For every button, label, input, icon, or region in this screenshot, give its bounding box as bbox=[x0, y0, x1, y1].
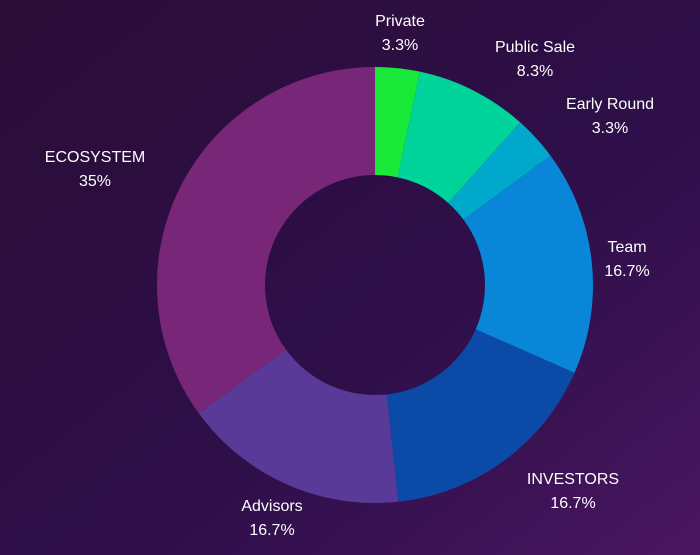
donut-segment bbox=[375, 67, 420, 178]
segment-label: Early Round bbox=[566, 96, 654, 113]
segment-value-label: 16.7% bbox=[550, 495, 595, 512]
segment-value-label: 3.3% bbox=[382, 37, 418, 54]
segment-value-label: 16.7% bbox=[604, 263, 649, 280]
segment-label: INVESTORS bbox=[527, 471, 619, 488]
segment-value-label: 35% bbox=[79, 173, 111, 190]
segment-label: Team bbox=[607, 239, 646, 256]
segment-label: ECOSYSTEM bbox=[45, 149, 145, 166]
donut-segment bbox=[198, 349, 399, 503]
donut-segment bbox=[157, 66, 375, 414]
segment-label: Private bbox=[375, 13, 425, 30]
segment-label: Public Sale bbox=[495, 39, 575, 56]
donut-segment bbox=[448, 122, 551, 220]
segment-label: Advisors bbox=[241, 498, 302, 515]
segment-value-label: 3.3% bbox=[592, 120, 628, 137]
donut-segment bbox=[463, 155, 593, 373]
donut-segment bbox=[397, 71, 521, 203]
segment-value-label: 8.3% bbox=[517, 63, 553, 80]
segment-value-label: 16.7% bbox=[249, 522, 294, 539]
donut-segment bbox=[386, 329, 575, 502]
